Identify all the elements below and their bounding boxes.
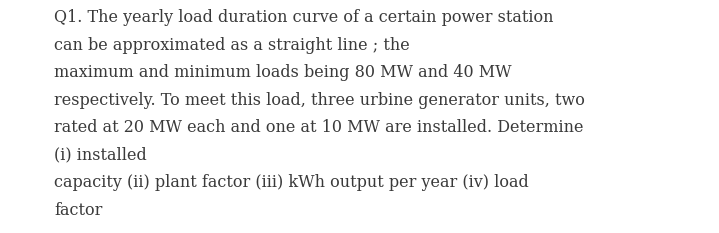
Text: Q1. The yearly load duration curve of a certain power station: Q1. The yearly load duration curve of a … bbox=[54, 9, 554, 26]
Text: (i) installed: (i) installed bbox=[54, 147, 147, 164]
Text: factor: factor bbox=[54, 202, 102, 219]
Text: maximum and minimum loads being 80 MW and 40 MW: maximum and minimum loads being 80 MW an… bbox=[54, 64, 511, 81]
Text: rated at 20 MW each and one at 10 MW are installed. Determine: rated at 20 MW each and one at 10 MW are… bbox=[54, 119, 583, 136]
Text: respectively. To meet this load, three urbine generator units, two: respectively. To meet this load, three u… bbox=[54, 92, 585, 109]
Text: can be approximated as a straight line ; the: can be approximated as a straight line ;… bbox=[54, 37, 410, 54]
Text: capacity (ii) plant factor (iii) kWh output per year (iv) load: capacity (ii) plant factor (iii) kWh out… bbox=[54, 174, 528, 191]
